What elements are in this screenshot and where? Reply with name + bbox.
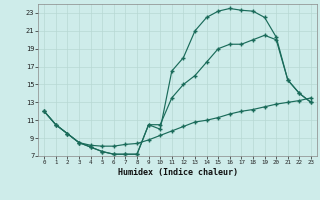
X-axis label: Humidex (Indice chaleur): Humidex (Indice chaleur) <box>118 168 238 177</box>
